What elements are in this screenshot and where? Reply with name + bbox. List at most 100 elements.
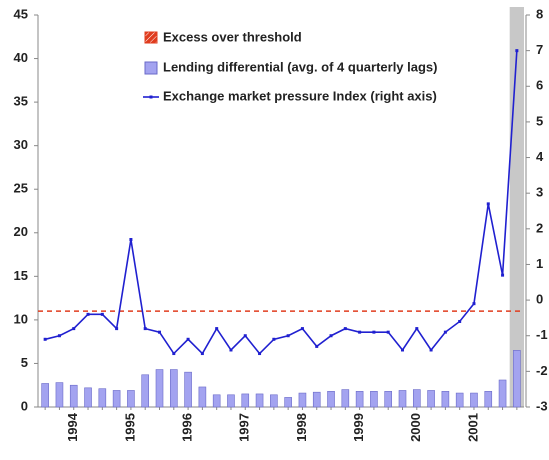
line-marker	[158, 330, 161, 334]
bar	[212, 394, 221, 408]
line-marker	[200, 352, 204, 356]
bar	[327, 391, 335, 408]
y-tick-label: 15	[14, 268, 28, 283]
x-tick-label: 2001	[465, 413, 480, 442]
line-marker	[172, 352, 176, 356]
x-tick-label: 1999	[351, 413, 366, 442]
y2-tick-label: -3	[536, 398, 548, 413]
bar	[470, 392, 478, 408]
y-tick-label: 30	[14, 137, 28, 152]
line-marker	[186, 337, 190, 341]
bar	[312, 391, 321, 408]
bar	[341, 389, 350, 408]
line-marker	[443, 330, 447, 334]
y-tick-label: 35	[14, 94, 28, 109]
line-marker	[372, 330, 376, 334]
bar	[69, 384, 78, 408]
legend-label: Excess over threshold	[163, 29, 302, 44]
bar	[184, 371, 192, 408]
y-tick-label: 25	[14, 181, 28, 196]
y2-tick-label: 7	[536, 42, 543, 57]
line-marker	[57, 334, 61, 338]
line-marker	[86, 312, 90, 316]
x-tick-label: 1994	[65, 412, 80, 442]
line-marker	[415, 327, 419, 331]
bar	[498, 379, 507, 408]
bar	[41, 383, 49, 408]
legend-marker	[149, 95, 153, 99]
bar	[255, 393, 264, 408]
y2-tick-label: 8	[536, 6, 543, 21]
line-marker	[343, 327, 347, 331]
y2-tick-label: -2	[536, 363, 548, 378]
line-marker	[458, 319, 462, 323]
bar	[370, 391, 378, 408]
line-marker	[501, 273, 505, 277]
shaded-period	[509, 7, 524, 407]
bar	[398, 390, 407, 408]
legend-swatch	[144, 31, 158, 44]
y2-tick-label: 4	[536, 149, 544, 164]
y2-tick-label: 3	[536, 185, 543, 200]
line-marker	[300, 327, 304, 331]
bar	[155, 369, 164, 408]
bar	[284, 397, 292, 408]
line-marker	[72, 327, 76, 331]
y-tick-label: 40	[14, 50, 28, 65]
line-marker	[329, 334, 333, 338]
x-tick-label: 1998	[294, 413, 309, 442]
line-marker	[472, 302, 476, 306]
y2-tick-label: 6	[536, 78, 543, 93]
line-marker	[272, 337, 276, 341]
bar	[513, 350, 521, 408]
bar	[241, 393, 250, 408]
line-marker	[429, 348, 433, 352]
line-marker	[100, 312, 104, 316]
bar	[169, 369, 178, 408]
line-marker	[286, 334, 290, 338]
bar	[112, 390, 121, 408]
y-tick-label: 10	[14, 311, 28, 326]
line-marker	[115, 327, 119, 331]
bar	[141, 374, 150, 408]
line-marker	[229, 348, 233, 352]
legend: Excess over threshold Lending differentia…	[143, 29, 438, 103]
bar	[412, 389, 421, 408]
bar	[455, 392, 464, 408]
bar	[270, 394, 278, 408]
bar	[198, 386, 207, 408]
line-marker	[515, 49, 519, 53]
bar	[384, 391, 393, 408]
y2-tick-label: -1	[536, 327, 548, 342]
line-marker	[386, 330, 390, 334]
y-tick-label: 45	[14, 6, 28, 21]
bar	[298, 392, 307, 408]
bar	[98, 388, 107, 408]
y-tick-label: 5	[21, 355, 28, 370]
y-tick-label: 20	[14, 224, 28, 239]
line-marker	[129, 238, 133, 242]
line-marker	[258, 352, 262, 356]
y2-tick-label: 2	[536, 220, 543, 235]
y2-tick-label: 0	[536, 292, 543, 307]
bar	[55, 382, 64, 408]
x-tick-label: 1995	[122, 413, 137, 442]
bar	[227, 394, 235, 408]
legend-label: Exchange market pressure Index (right ax…	[163, 88, 437, 103]
line-marker	[358, 330, 362, 334]
x-tick-label: 2000	[408, 413, 423, 442]
bar	[427, 390, 435, 408]
bar	[127, 390, 135, 408]
x-tick-label: 1996	[180, 413, 195, 442]
bar	[441, 391, 450, 408]
line-marker	[143, 327, 147, 331]
bar	[355, 391, 364, 408]
line-marker	[243, 334, 247, 338]
x-tick-label: 1997	[237, 413, 252, 442]
line-marker	[315, 344, 319, 348]
y-tick-label: 0	[21, 398, 28, 413]
legend-label: Lending differential (avg. of 4 quarterl…	[163, 59, 438, 74]
line	[44, 50, 518, 355]
line-marker	[215, 327, 219, 331]
